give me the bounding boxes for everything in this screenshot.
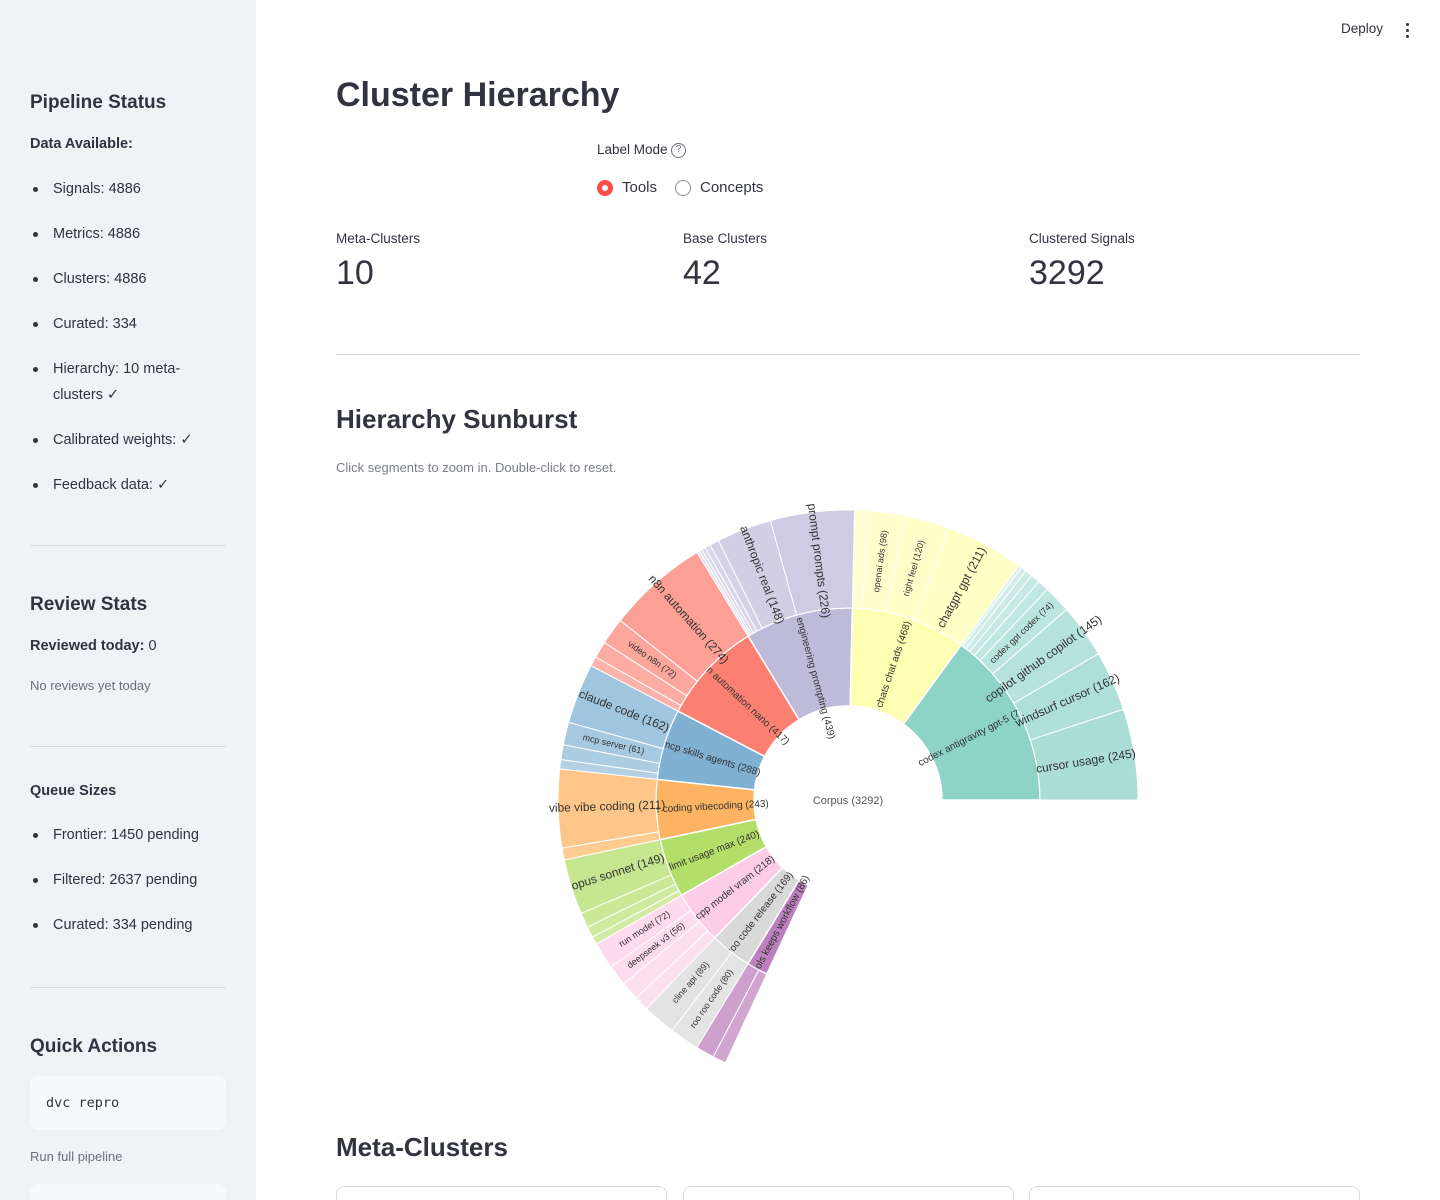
- reviewed-today-label: Reviewed today:: [30, 638, 145, 654]
- code-block[interactable]: [30, 1184, 226, 1200]
- main-content: Deploy Cluster Hierarchy Label Mode ? To…: [256, 0, 1440, 1200]
- radio-unselected-icon: [675, 179, 691, 196]
- pipeline-status-list: Signals: 4886 Metrics: 4886 Clusters: 48…: [30, 176, 210, 498]
- metric-value: 10: [336, 254, 374, 292]
- sidebar-divider: [30, 545, 226, 546]
- question-circle-icon[interactable]: ?: [671, 143, 686, 158]
- queue-sizes-list: Frontier: 1450 pending Filtered: 2637 pe…: [30, 822, 220, 938]
- metric-meta-clusters: Meta-Clusters 10: [336, 231, 420, 293]
- meta-cluster-card[interactable]: [336, 1186, 667, 1200]
- deploy-button[interactable]: Deploy: [1341, 21, 1384, 36]
- list-item: Feedback data: ✓: [30, 472, 210, 498]
- list-item: Curated: 334: [30, 311, 210, 337]
- list-item: Signals: 4886: [30, 176, 210, 202]
- radio-concepts[interactable]: Concepts: [675, 179, 763, 196]
- metric-value: 42: [683, 254, 721, 292]
- metric-base-clusters: Base Clusters 42: [683, 231, 767, 293]
- sidebar: Pipeline Status Data Available: Signals:…: [0, 0, 256, 1200]
- list-item: Curated: 334 pending: [30, 912, 220, 938]
- list-item: Frontier: 1450 pending: [30, 822, 220, 848]
- queue-sizes-heading: Queue Sizes: [30, 783, 117, 799]
- quick-actions-heading: Quick Actions: [30, 1036, 158, 1057]
- metric-label: Meta-Clusters: [336, 231, 421, 246]
- data-available-label: Data Available:: [30, 136, 133, 152]
- kebab-menu-icon[interactable]: [1401, 20, 1413, 40]
- radio-tools[interactable]: Tools: [597, 179, 657, 196]
- sidebar-divider: [30, 746, 226, 747]
- sunburst-chart[interactable]: Corpus (3292)codex antigravity gpt-5 (72…: [256, 490, 1440, 1090]
- review-stats-heading: Review Stats: [30, 594, 148, 615]
- sunburst-caption: Click segments to zoom in. Double-click …: [336, 460, 617, 475]
- run-pipeline-caption: Run full pipeline: [30, 1149, 123, 1164]
- metric-value: 3292: [1029, 254, 1105, 292]
- sunburst-child-segment[interactable]: [712, 969, 768, 1064]
- pipeline-status-heading: Pipeline Status: [30, 92, 167, 113]
- sunburst-root-label: Corpus (3292): [813, 795, 883, 807]
- metric-clustered-signals: Clustered Signals 3292: [1029, 231, 1135, 293]
- dvc-repro-code-block[interactable]: dvc repro: [30, 1076, 226, 1130]
- radio-concepts-label: Concepts: [700, 179, 764, 196]
- metric-label: Base Clusters: [683, 231, 768, 246]
- radio-selected-icon: [597, 179, 613, 196]
- radio-tools-label: Tools: [622, 179, 658, 196]
- reviewed-today-value: 0: [148, 638, 157, 654]
- no-reviews-note: No reviews yet today: [30, 678, 151, 693]
- metric-label: Clustered Signals: [1029, 231, 1135, 246]
- list-item: Calibrated weights: ✓: [30, 427, 210, 453]
- sidebar-divider: [30, 987, 226, 988]
- sunburst-child-label: vibe vibe coding (211): [549, 798, 666, 815]
- page-title: Cluster Hierarchy: [336, 76, 620, 114]
- meta-clusters-heading: Meta-Clusters: [336, 1132, 508, 1162]
- label-mode-label: Label Mode: [597, 142, 668, 157]
- section-divider: [336, 354, 1360, 355]
- sunburst-heading: Hierarchy Sunburst: [336, 404, 578, 434]
- list-item: Metrics: 4886: [30, 221, 210, 247]
- list-item: Hierarchy: 10 meta-clusters ✓: [30, 356, 210, 408]
- meta-cluster-card[interactable]: [683, 1186, 1014, 1200]
- reviewed-today: Reviewed today: 0: [30, 638, 157, 654]
- list-item: Clusters: 4886: [30, 266, 210, 292]
- meta-cluster-card[interactable]: [1029, 1186, 1360, 1200]
- list-item: Filtered: 2637 pending: [30, 867, 220, 893]
